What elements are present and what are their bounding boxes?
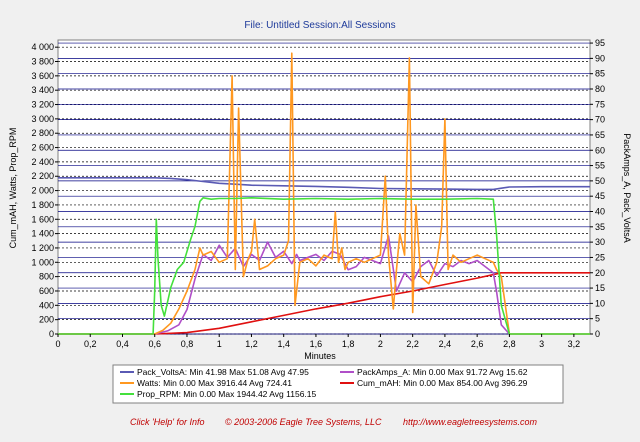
x-tick-label-12: 2,4	[439, 339, 452, 349]
y-left-tick-label-4: 800	[39, 272, 54, 282]
y-right-tick-label-10: 50	[595, 176, 605, 186]
legend-entry-pack-voltsa: Pack_VoltsA: Min 41.98 Max 51.08 Avg 47.…	[137, 367, 309, 377]
y-right-tick-label-18: 90	[595, 53, 605, 63]
x-tick-label-13: 2,6	[471, 339, 484, 349]
y-left-tick-label-14: 2 800	[31, 128, 54, 138]
legend-entry-watts: Watts: Min 0.00 Max 3916.44 Avg 724.41	[137, 378, 292, 388]
x-axis-ticks: 0 0,2 0,4 0,6 0,8 1 1,2 1,4 1,6 1,8 2 2,2 2,4 2,6 2,8 3…	[55, 334, 580, 349]
x-tick-label-3: 0,6	[148, 339, 161, 349]
grid-lines	[58, 42, 590, 335]
series-line-watts	[58, 52, 590, 335]
y-right-tick-label-15: 75	[595, 99, 605, 109]
y-right-tick-label-9: 45	[595, 191, 605, 201]
y-left-tick-label-2: 400	[39, 300, 54, 310]
x-tick-label-8: 1,6	[310, 339, 323, 349]
y-right-tick-label-5: 25	[595, 252, 605, 262]
y-left-tick-label-7: 1 400	[31, 229, 54, 239]
x-tick-label-6: 1,2	[245, 339, 258, 349]
y-left-tick-label-16: 3 200	[31, 100, 54, 110]
y-left-tick-label-12: 2 400	[31, 157, 54, 167]
legend-box	[112, 364, 564, 404]
y-right-tick-label-13: 65	[595, 130, 605, 140]
y-left-tick-label-19: 3 800	[31, 57, 54, 67]
y-right-tick-label-16: 80	[595, 84, 605, 94]
footer-copyright: © 2003-2006 Eagle Tree Systems, LLC	[225, 417, 382, 427]
y-left-tick-label-3: 600	[39, 286, 54, 296]
y-left-tick-label-18: 3 600	[31, 71, 54, 81]
x-axis-label: Minutes	[304, 351, 336, 361]
y-left-tick-label-0: 0	[49, 329, 54, 339]
series-line-prop-rpm	[58, 197, 590, 335]
y-right-tick-label-14: 70	[595, 115, 605, 125]
x-tick-label-2: 0,4	[116, 339, 129, 349]
x-tick-label-16: 3,2	[568, 339, 581, 349]
y-left-tick-label-6: 1 200	[31, 243, 54, 253]
y-right-tick-label-4: 20	[595, 268, 605, 278]
series-line-cum-mah	[58, 271, 590, 335]
x-tick-label-10: 2	[378, 339, 383, 349]
y-right-tick-label-2: 10	[595, 298, 605, 308]
chart-title: File: Untitled Session:All Sessions	[244, 20, 395, 31]
y-axis-right-ticks: 0 5 10 15 20 25 30 35 40 45 50 55 60 65 70 75 80 85 90 95	[590, 38, 605, 339]
x-tick-label-9: 1,8	[342, 339, 355, 349]
legend-entry-packamps-a: PackAmps_A: Min 0.00 Max 91.72 Avg 15.62	[357, 367, 528, 377]
x-tick-label-7: 1,4	[277, 339, 290, 349]
y-axis-right-label: PackAmps_A, Pack_VoltsA	[622, 133, 632, 243]
legend-entry-cum-mah: Cum_mAH: Min 0.00 Max 854.00 Avg 396.29	[357, 378, 528, 388]
y-right-tick-label-7: 35	[595, 222, 605, 232]
y-left-tick-label-8: 1 600	[31, 214, 54, 224]
x-tick-label-0: 0	[55, 339, 60, 349]
series-group	[58, 52, 590, 335]
legend: Pack_VoltsA: Min 41.98 Max 51.08 Avg 47.…	[112, 364, 564, 404]
x-tick-label-5: 1	[217, 339, 222, 349]
x-tick-label-15: 3	[539, 339, 544, 349]
y-left-tick-label-5: 1 000	[31, 257, 54, 267]
y-right-tick-label-17: 85	[595, 69, 605, 79]
y-left-tick-label-9: 1 800	[31, 200, 54, 210]
y-right-tick-label-12: 60	[595, 145, 605, 155]
y-left-tick-label-11: 2 200	[31, 171, 54, 181]
y-right-tick-label-3: 15	[595, 283, 605, 293]
y-axis-left-label: Cum_mAH, Watts, Prop_RPM	[8, 128, 18, 249]
y-right-tick-label-6: 30	[595, 237, 605, 247]
x-tick-label-14: 2,8	[503, 339, 516, 349]
footer-url: http://www.eagletreesystems.com	[403, 417, 538, 427]
footer-help: Click 'Help' for Info	[130, 417, 204, 427]
x-tick-label-11: 2,2	[406, 339, 419, 349]
y-right-tick-label-1: 5	[595, 314, 600, 324]
x-tick-label-4: 0,8	[181, 339, 194, 349]
y-left-tick-label-15: 3 000	[31, 114, 54, 124]
y-axis-left-ticks: 0 200 400 600 800 1 000 1 200 1 400 1 600 1 800 2 …	[31, 42, 58, 339]
y-right-tick-label-8: 40	[595, 207, 605, 217]
y-left-tick-label-20: 4 000	[31, 42, 54, 52]
y-left-tick-label-10: 2 000	[31, 186, 54, 196]
y-left-tick-label-17: 3 400	[31, 85, 54, 95]
y-right-tick-label-0: 0	[595, 329, 600, 339]
y-left-tick-label-1: 200	[39, 315, 54, 325]
y-left-tick-label-13: 2 600	[31, 143, 54, 153]
y-right-tick-label-19: 95	[595, 38, 605, 48]
y-right-tick-label-11: 55	[595, 161, 605, 171]
x-tick-label-1: 0,2	[84, 339, 97, 349]
series-line-pack-voltsa	[58, 177, 590, 191]
legend-entry-prop-rpm: Prop_RPM: Min 0.00 Max 1944.42 Avg 1156.…	[137, 389, 317, 399]
